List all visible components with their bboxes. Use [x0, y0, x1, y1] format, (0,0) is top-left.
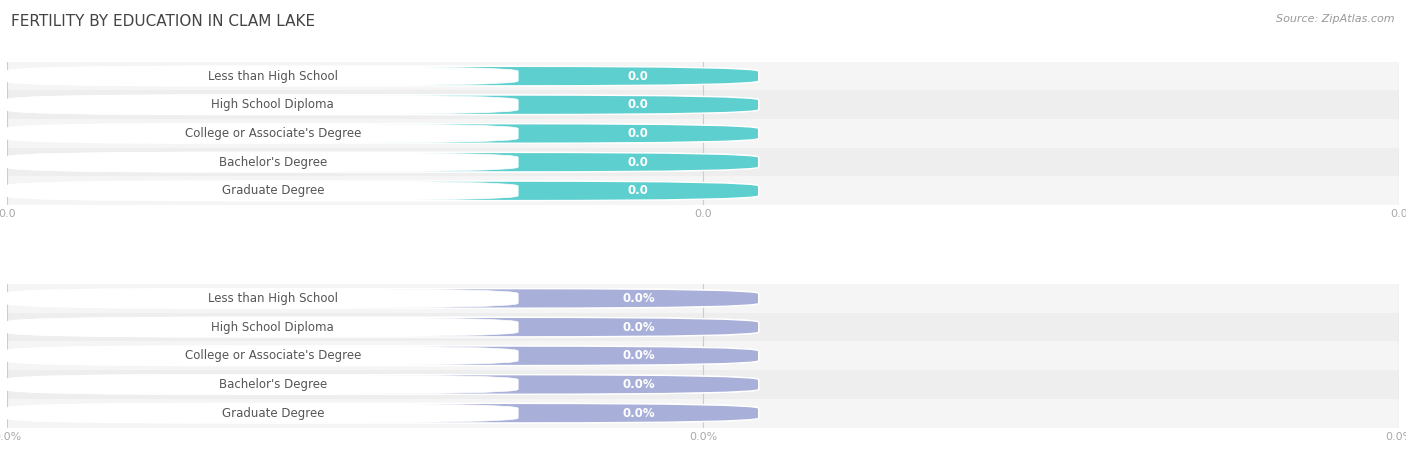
- Text: Bachelor's Degree: Bachelor's Degree: [219, 156, 328, 169]
- FancyBboxPatch shape: [7, 95, 759, 114]
- FancyBboxPatch shape: [7, 403, 519, 423]
- Text: College or Associate's Degree: College or Associate's Degree: [184, 127, 361, 140]
- FancyBboxPatch shape: [7, 124, 759, 143]
- Text: 0.0: 0.0: [628, 156, 648, 169]
- Text: Bachelor's Degree: Bachelor's Degree: [219, 378, 328, 391]
- FancyBboxPatch shape: [7, 403, 759, 423]
- Text: Source: ZipAtlas.com: Source: ZipAtlas.com: [1277, 14, 1395, 24]
- Bar: [7, 342, 1399, 370]
- FancyBboxPatch shape: [7, 66, 759, 86]
- FancyBboxPatch shape: [7, 317, 759, 337]
- Text: FERTILITY BY EDUCATION IN CLAM LAKE: FERTILITY BY EDUCATION IN CLAM LAKE: [11, 14, 315, 29]
- FancyBboxPatch shape: [7, 181, 519, 200]
- FancyBboxPatch shape: [7, 152, 759, 172]
- FancyBboxPatch shape: [7, 124, 759, 143]
- FancyBboxPatch shape: [7, 152, 759, 172]
- Text: Graduate Degree: Graduate Degree: [222, 184, 323, 197]
- Text: 0.0: 0.0: [628, 70, 648, 83]
- Text: 0.0: 0.0: [628, 184, 648, 197]
- Bar: [7, 399, 1399, 428]
- FancyBboxPatch shape: [7, 317, 519, 337]
- Bar: [7, 370, 1399, 399]
- Bar: [7, 177, 1399, 205]
- FancyBboxPatch shape: [7, 317, 759, 337]
- FancyBboxPatch shape: [7, 66, 759, 86]
- Text: 0.0%: 0.0%: [621, 378, 655, 391]
- Text: 0.0%: 0.0%: [621, 292, 655, 305]
- FancyBboxPatch shape: [7, 403, 759, 423]
- Text: Graduate Degree: Graduate Degree: [222, 407, 323, 419]
- FancyBboxPatch shape: [7, 289, 519, 308]
- FancyBboxPatch shape: [7, 152, 519, 172]
- FancyBboxPatch shape: [7, 181, 759, 200]
- FancyBboxPatch shape: [7, 346, 519, 366]
- FancyBboxPatch shape: [7, 95, 519, 114]
- FancyBboxPatch shape: [7, 289, 759, 308]
- Text: 0.0%: 0.0%: [621, 407, 655, 419]
- Bar: [7, 90, 1399, 119]
- Text: High School Diploma: High School Diploma: [211, 98, 335, 111]
- Text: 0.0%: 0.0%: [621, 349, 655, 362]
- Bar: [7, 313, 1399, 342]
- FancyBboxPatch shape: [7, 375, 519, 394]
- Text: High School Diploma: High School Diploma: [211, 321, 335, 333]
- Bar: [7, 148, 1399, 177]
- Bar: [7, 62, 1399, 90]
- Text: Less than High School: Less than High School: [208, 70, 337, 83]
- FancyBboxPatch shape: [7, 95, 759, 114]
- Text: 0.0: 0.0: [628, 127, 648, 140]
- FancyBboxPatch shape: [7, 181, 759, 200]
- FancyBboxPatch shape: [7, 375, 759, 394]
- FancyBboxPatch shape: [7, 66, 519, 86]
- FancyBboxPatch shape: [7, 289, 759, 308]
- Text: 0.0: 0.0: [628, 98, 648, 111]
- Text: College or Associate's Degree: College or Associate's Degree: [184, 349, 361, 362]
- FancyBboxPatch shape: [7, 346, 759, 366]
- FancyBboxPatch shape: [7, 346, 759, 366]
- FancyBboxPatch shape: [7, 375, 759, 394]
- Bar: [7, 119, 1399, 148]
- Bar: [7, 284, 1399, 313]
- FancyBboxPatch shape: [7, 124, 519, 143]
- Text: Less than High School: Less than High School: [208, 292, 337, 305]
- Text: 0.0%: 0.0%: [621, 321, 655, 333]
